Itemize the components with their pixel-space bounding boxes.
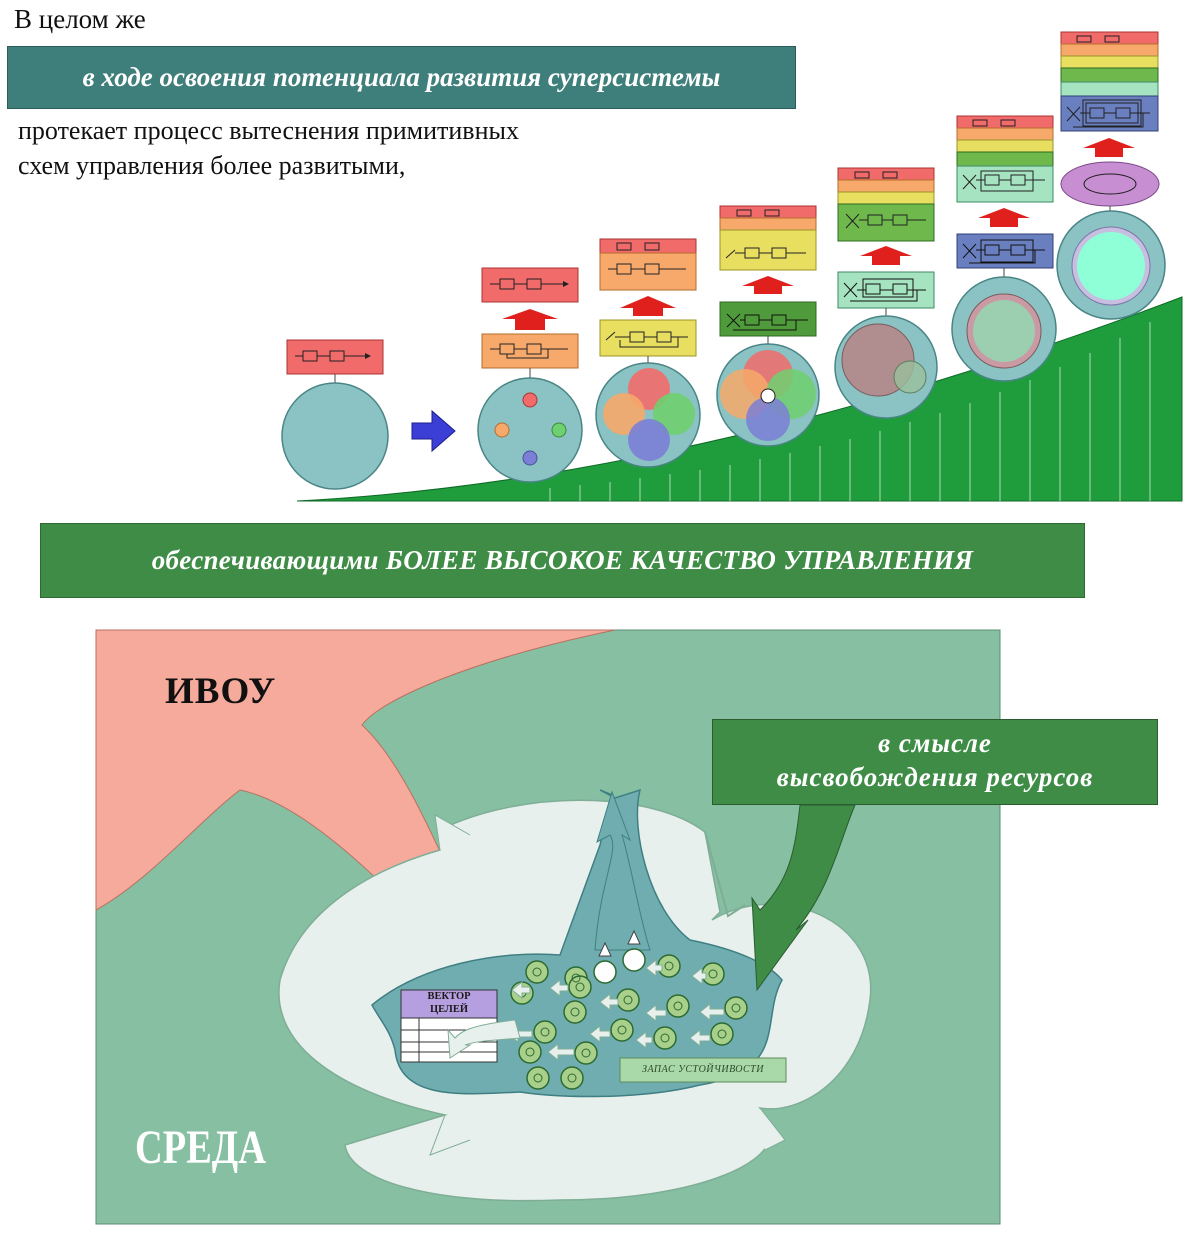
evolution-diagram xyxy=(281,31,1183,502)
stage-3 xyxy=(595,238,701,468)
transition-arrow xyxy=(411,409,456,453)
goal-vector-line-1: ВЕКТОР xyxy=(427,991,471,1002)
growth-curve xyxy=(296,296,1183,502)
process-paragraph: протекает процесс вытеснения примитивных… xyxy=(18,113,519,183)
stage-6 xyxy=(951,115,1057,382)
goal-vector-line-2: ЦЕЛЕЙ xyxy=(429,1004,469,1015)
callout-line-2: высвобождения ресурсов xyxy=(776,762,1094,792)
callout-line-1: в смысле xyxy=(878,728,992,758)
resources-callout: в смысле высвобождения ресурсов xyxy=(712,719,1158,805)
stage-7 xyxy=(1056,31,1166,320)
goal-vector-title: ВЕКТОР ЦЕЛЕЙ xyxy=(403,990,495,1020)
stage-2 xyxy=(477,267,583,483)
top-banner: в ходе освоения потенциала развития супе… xyxy=(7,46,796,109)
intro-text: В целом же xyxy=(14,4,146,34)
sreda-label: СРЕДА xyxy=(135,1121,266,1174)
paragraph-line-2: схем управления более развитыми, xyxy=(18,151,406,180)
resource-cells xyxy=(510,954,748,1090)
quality-banner: обеспечивающими БОЛЕЕ ВЫСОКОЕ КАЧЕСТВО У… xyxy=(40,523,1085,598)
paragraph-line-1: протекает процесс вытеснения примитивных xyxy=(18,116,519,145)
stage-4 xyxy=(716,205,820,447)
stage-1 xyxy=(281,339,389,490)
ivou-label: ИВОУ xyxy=(165,671,277,712)
stage-5 xyxy=(834,167,938,419)
stability-reserve-label: ЗАПАС УСТОЙЧИВОСТИ xyxy=(642,1064,764,1075)
